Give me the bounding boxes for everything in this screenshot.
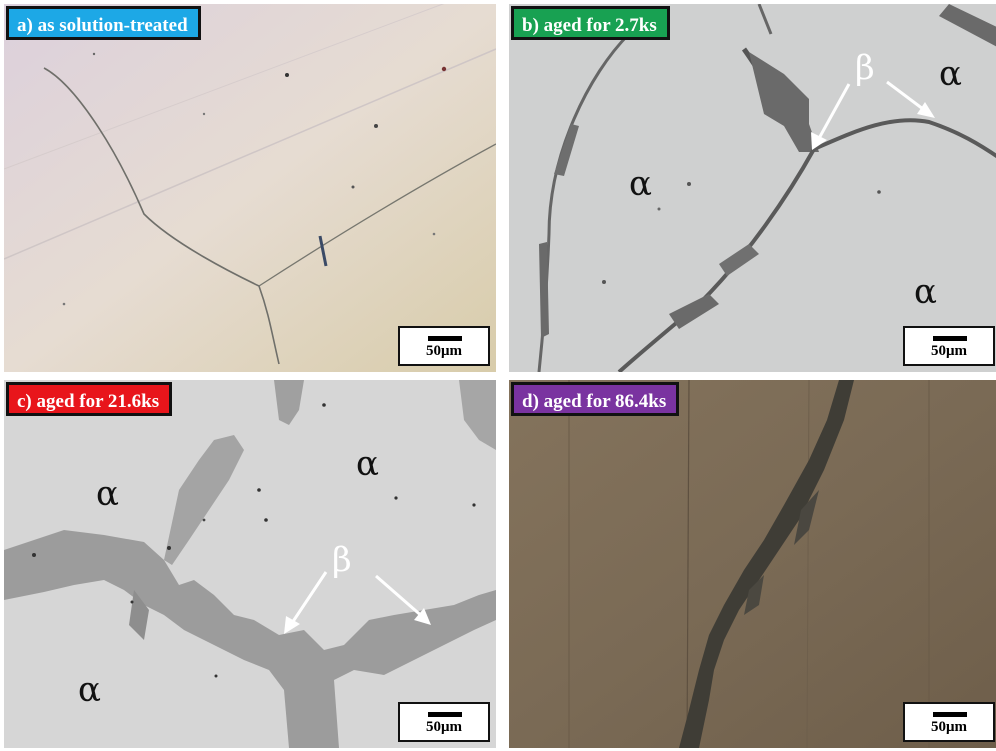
scale-bar-line bbox=[428, 336, 462, 341]
scale-bar-label: 50μm bbox=[426, 343, 462, 359]
panel-b: b) aged for 2.7ks β α α α 50μm bbox=[509, 4, 996, 372]
panel-a-scale-bar: 50μm bbox=[398, 326, 490, 366]
scale-bar-line bbox=[933, 336, 967, 341]
micrograph-b bbox=[509, 4, 996, 372]
alpha-label: α bbox=[629, 164, 652, 204]
alpha-label: α bbox=[78, 670, 101, 710]
scale-bar-line bbox=[428, 712, 462, 717]
panel-b-caption: b) aged for 2.7ks bbox=[511, 6, 670, 40]
beta-label: β bbox=[332, 540, 352, 580]
panel-c: c) aged for 21.6ks β α α α 50μm bbox=[4, 380, 496, 748]
beta-label: β bbox=[855, 48, 875, 88]
panel-d-scale-bar: 50μm bbox=[903, 702, 995, 742]
scale-bar-line bbox=[933, 712, 967, 717]
micrograph-c bbox=[4, 380, 496, 748]
alpha-label: α bbox=[914, 272, 937, 312]
alpha-label: α bbox=[356, 444, 379, 484]
panel-a: a) as solution-treated 50μm bbox=[4, 4, 496, 372]
micrograph-d bbox=[509, 380, 996, 748]
panel-d-caption: d) aged for 86.4ks bbox=[511, 382, 680, 416]
scale-bar-label: 50μm bbox=[931, 719, 967, 735]
panel-c-scale-bar: 50μm bbox=[398, 702, 490, 742]
scale-bar-label: 50μm bbox=[931, 343, 967, 359]
panel-d: d) aged for 86.4ks 50μm bbox=[509, 380, 996, 748]
panel-a-caption: a) as solution-treated bbox=[6, 6, 201, 40]
alpha-label: α bbox=[96, 474, 119, 514]
panel-b-scale-bar: 50μm bbox=[903, 326, 995, 366]
alpha-label: α bbox=[939, 54, 962, 94]
panel-c-caption: c) aged for 21.6ks bbox=[6, 382, 173, 416]
micrograph-a bbox=[4, 4, 496, 372]
scale-bar-label: 50μm bbox=[426, 719, 462, 735]
